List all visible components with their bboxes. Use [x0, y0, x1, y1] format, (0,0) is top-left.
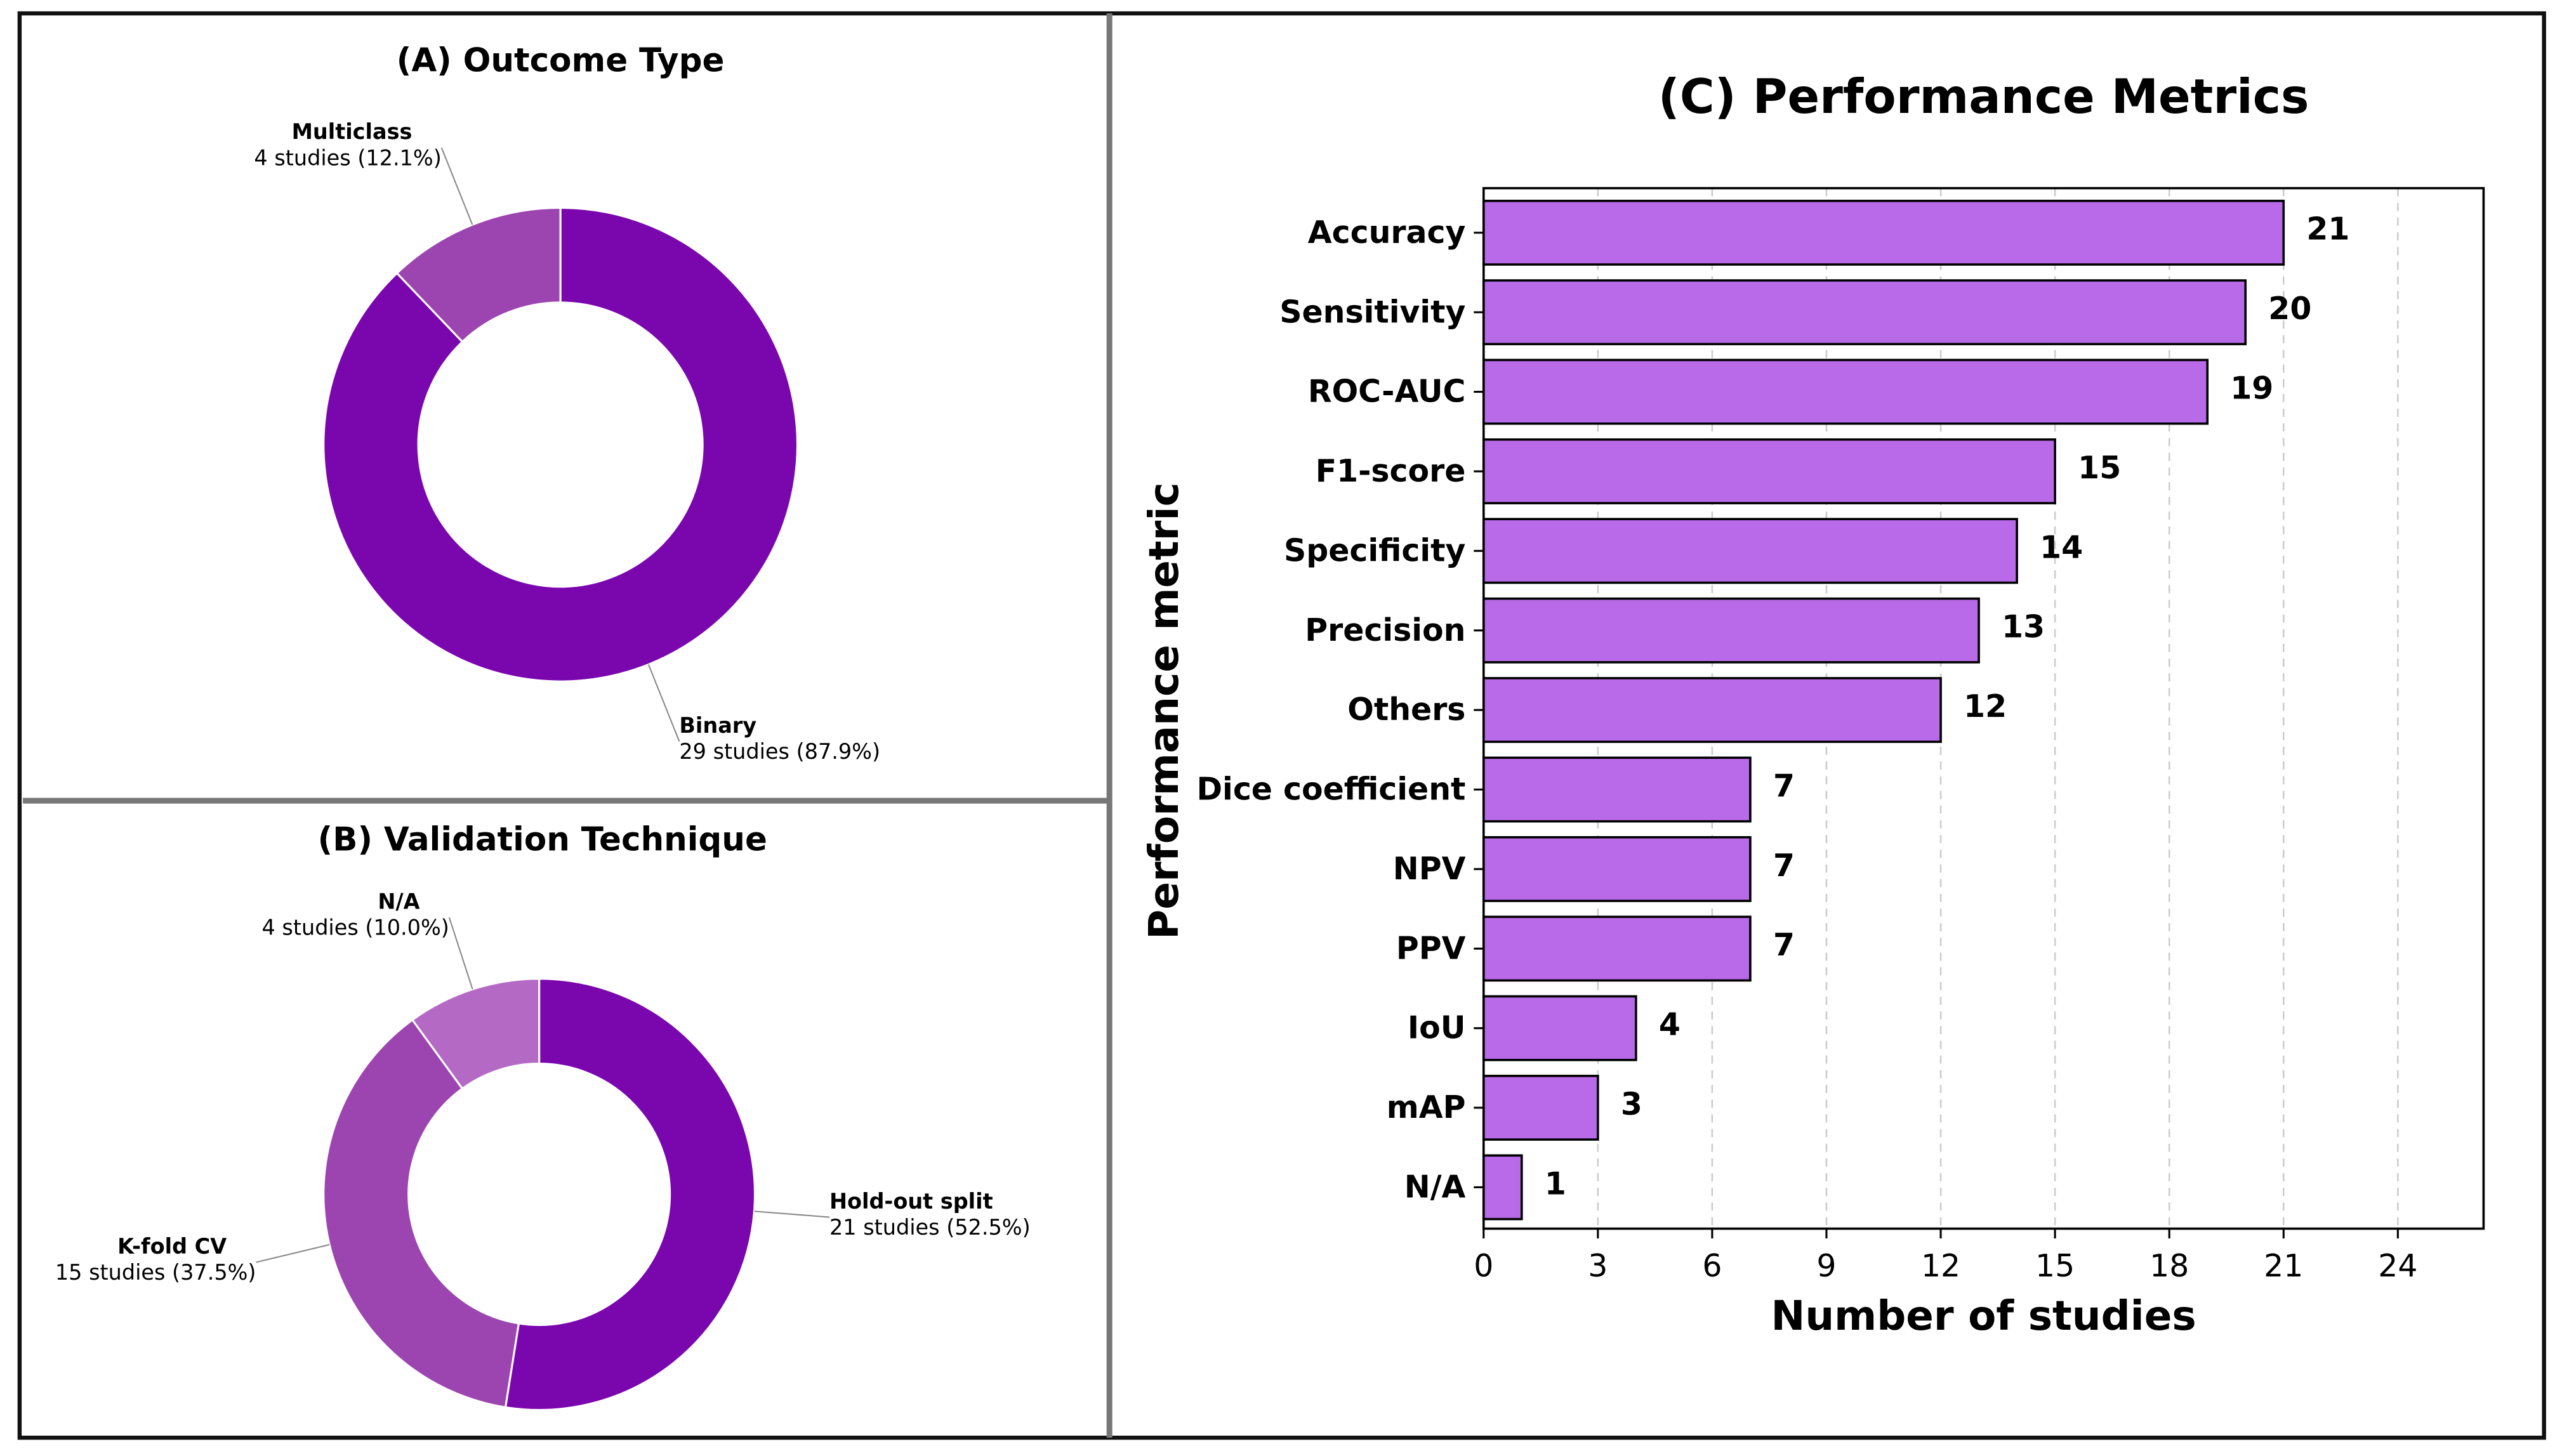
slice-value-label: 4 studies (12.1%) [254, 145, 441, 170]
y-tick-label: Specificity [1284, 532, 1465, 568]
value-label: 20 [2268, 291, 2311, 327]
pie-wedge [504, 978, 756, 1411]
leader-line [256, 1243, 330, 1263]
pie-wedge [322, 1018, 520, 1408]
bar [1482, 518, 2018, 584]
y-tick-label: Accuracy [1308, 214, 1466, 251]
bar [1482, 677, 1942, 744]
y-tick-label: Sensitivity [1279, 294, 1465, 330]
pie-wedge [411, 978, 541, 1091]
outer-border [17, 11, 2546, 1440]
leader-line [448, 917, 473, 990]
bar [1482, 597, 1980, 664]
leader-line [754, 1210, 830, 1218]
slice-value-label: 29 studies (87.9%) [679, 739, 880, 764]
x-tick-label: 21 [2264, 1248, 2303, 1284]
y-axis-label: Performance metric [1140, 482, 1188, 939]
value-label: 21 [2306, 211, 2349, 247]
value-label: 3 [1621, 1086, 1642, 1122]
slice-label: Hold-out split [829, 1189, 993, 1214]
value-label: 13 [2002, 609, 2045, 645]
leader-line [647, 664, 680, 742]
bar [1482, 438, 2056, 504]
y-tick-label: IoU [1408, 1010, 1466, 1046]
bar [1482, 358, 2209, 425]
slice-label: N/A [378, 889, 419, 914]
x-tick-label: 9 [1816, 1248, 1836, 1284]
y-tick-label: ROC-AUC [1308, 374, 1465, 410]
y-tick-label: mAP [1387, 1089, 1466, 1125]
slice-label: Multiclass [292, 119, 413, 144]
y-tick-label: Precision [1305, 612, 1465, 648]
slice-value-label: 4 studies (10.0%) [261, 915, 449, 940]
pie-wedge [322, 206, 798, 683]
x-tick-label: 18 [2149, 1248, 2189, 1284]
x-tick-label: 6 [1702, 1248, 1722, 1284]
y-tick-label: PPV [1396, 930, 1466, 966]
value-label: 12 [1964, 688, 2007, 725]
value-label: 14 [2040, 529, 2083, 565]
value-label: 7 [1773, 927, 1795, 963]
value-label: 7 [1773, 848, 1795, 884]
slice-label: Binary [679, 713, 756, 738]
y-tick-label: F1-score [1316, 453, 1466, 489]
bar [1482, 995, 1637, 1061]
value-label: 7 [1773, 768, 1795, 804]
leader-line [440, 147, 473, 225]
value-label: 19 [2230, 370, 2273, 406]
bar [1482, 756, 1752, 823]
panel-title: (A) Outcome Type [397, 41, 725, 79]
bar [1482, 1154, 1523, 1221]
slice-label: K-fold CV [117, 1234, 227, 1259]
bar [1482, 279, 2247, 346]
bar [1482, 199, 2285, 266]
panel-title: (B) Validation Technique [318, 820, 767, 858]
bar [1482, 1075, 1599, 1141]
plot-frame [1482, 187, 2485, 1230]
x-tick-label: 15 [2035, 1248, 2075, 1284]
x-tick-label: 0 [1474, 1248, 1493, 1284]
y-tick-label: N/A [1404, 1169, 1466, 1205]
bar [1482, 836, 1752, 902]
y-tick-label: Others [1347, 692, 1465, 728]
slice-value-label: 21 studies (52.5%) [829, 1215, 1031, 1240]
value-label: 15 [2078, 450, 2121, 486]
x-axis-label: Number of studies [1771, 1292, 2196, 1340]
x-tick-label: 3 [1588, 1248, 1608, 1284]
x-tick-label: 12 [1921, 1248, 1960, 1284]
value-label: 4 [1659, 1007, 1680, 1043]
y-tick-label: Dice coefficient [1196, 771, 1465, 808]
slice-value-label: 15 studies (37.5%) [55, 1260, 256, 1285]
x-tick-label: 24 [2378, 1248, 2417, 1284]
bar [1482, 915, 1752, 982]
y-tick-label: NPV [1393, 851, 1466, 887]
value-label: 1 [1545, 1165, 1566, 1202]
panel-title: (C) Performance Metrics [1658, 69, 2309, 124]
pie-wedge [395, 206, 562, 343]
